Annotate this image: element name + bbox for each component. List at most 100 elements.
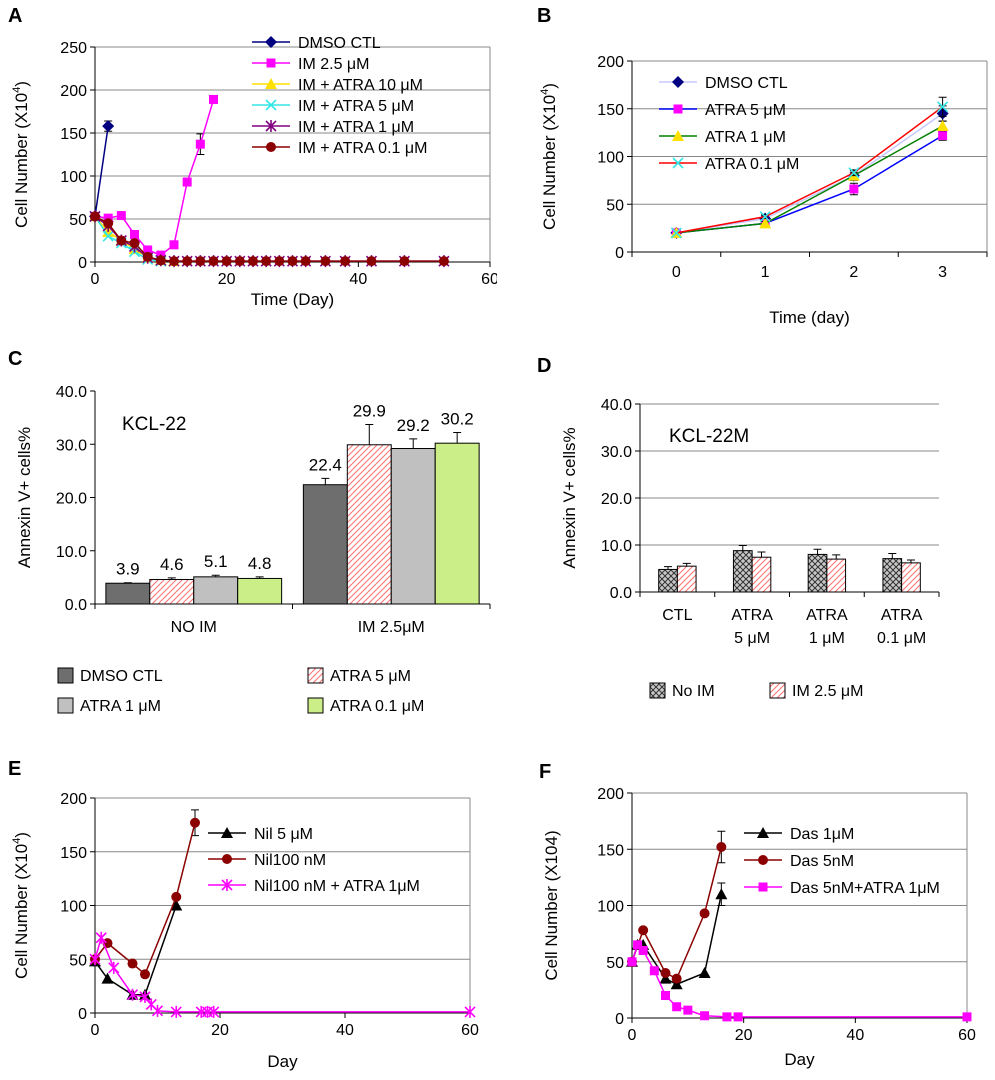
series-line bbox=[676, 125, 943, 234]
panel-label: D bbox=[537, 355, 551, 377]
data-point bbox=[700, 1011, 710, 1021]
x-tick-label: CTL bbox=[662, 607, 692, 624]
data-point bbox=[274, 256, 285, 267]
legend-label: IM + ATRA 10 μM bbox=[298, 77, 423, 94]
data-point bbox=[129, 238, 140, 249]
bar bbox=[302, 484, 348, 605]
data-point bbox=[320, 256, 331, 267]
legend-marker bbox=[265, 99, 277, 111]
x-tick-label: 2 bbox=[849, 264, 858, 281]
y-axis-label: Cell Number (X104) bbox=[11, 832, 31, 979]
series-line bbox=[676, 112, 944, 234]
data-label: 3.9 bbox=[116, 560, 140, 579]
bar bbox=[346, 444, 392, 605]
series-nil100-nm bbox=[90, 809, 200, 980]
legend-label: ATRA 5 μM bbox=[330, 668, 411, 685]
gridlines bbox=[632, 792, 967, 1019]
legend-marker bbox=[757, 827, 769, 838]
chart-d: D 0.0 10.0 20.0 30.0 40.0 KCL-22M Annexin V+ ce… bbox=[537, 355, 940, 700]
error-bar bbox=[211, 574, 220, 577]
error-bar bbox=[255, 576, 264, 579]
data-point bbox=[698, 967, 711, 978]
data-label: 29.9 bbox=[353, 402, 386, 421]
data-point bbox=[130, 229, 139, 239]
error-bar bbox=[365, 424, 374, 445]
y-tick-label: 10.0 bbox=[601, 538, 632, 555]
data-point bbox=[649, 966, 659, 976]
legend-label: Das 1μM bbox=[790, 826, 854, 843]
data-point bbox=[683, 1005, 693, 1015]
gridlines bbox=[95, 46, 490, 263]
data-point bbox=[208, 1005, 220, 1018]
y-tick-label: 0 bbox=[78, 255, 87, 272]
series-atra-1-m: 5.1 29.2 bbox=[193, 416, 436, 605]
data-label: 30.2 bbox=[441, 410, 474, 429]
bar bbox=[105, 582, 151, 605]
legend-swatch bbox=[769, 682, 786, 699]
legend-label: IM + ATRA 1 μM bbox=[298, 119, 414, 136]
bar bbox=[826, 558, 847, 593]
data-point bbox=[169, 256, 179, 267]
legend: DMSO CTL IM 2.5 μM IM + ATRA 10 μM IM + ATR… bbox=[252, 35, 427, 157]
data-point bbox=[182, 256, 193, 267]
legend-marker bbox=[266, 58, 276, 68]
x-tick-label: 40 bbox=[349, 271, 367, 288]
y-tick-label: 100 bbox=[60, 899, 87, 916]
data-point bbox=[759, 217, 772, 229]
data-point bbox=[672, 1002, 682, 1012]
bar bbox=[434, 442, 480, 605]
y-tick-label: 0 bbox=[615, 1011, 624, 1028]
legend-marker bbox=[221, 827, 233, 838]
data-point bbox=[936, 119, 949, 131]
error-bar bbox=[321, 477, 330, 485]
gridlines bbox=[632, 60, 987, 253]
series-im-atra-0-1-m bbox=[90, 211, 449, 267]
y-tick-label: 0 bbox=[615, 245, 624, 262]
chart-c: C 0.0 10.0 20.0 30.0 40.0 KCL-22 Annexin V+ cel… bbox=[8, 348, 491, 715]
bar bbox=[193, 576, 239, 605]
y-axis-label: Cell Number (X104) bbox=[539, 83, 559, 230]
x-tick-label: 1 μM bbox=[809, 630, 845, 647]
legend-marker bbox=[266, 142, 276, 152]
data-point bbox=[182, 177, 192, 187]
series-line bbox=[631, 943, 967, 1018]
y-tick-label: 100 bbox=[597, 899, 624, 916]
error-bar bbox=[906, 559, 915, 563]
error-bar bbox=[167, 577, 176, 580]
y-tick-label: 150 bbox=[60, 126, 87, 143]
x-tick-label: 20 bbox=[218, 271, 236, 288]
panel-e: E 0 50 100 150 200 0 20 40 60 Day Cell Number (X104… bbox=[0, 730, 497, 1080]
data-point bbox=[171, 891, 182, 902]
data-point bbox=[670, 227, 682, 239]
data-point bbox=[715, 888, 728, 900]
data-point bbox=[638, 925, 649, 936]
bar bbox=[237, 577, 283, 605]
bar bbox=[732, 550, 753, 593]
legend-marker bbox=[758, 855, 768, 865]
panel-label: E bbox=[8, 758, 21, 780]
data-point bbox=[89, 953, 101, 966]
legend-marker bbox=[221, 879, 233, 891]
data-point bbox=[699, 908, 710, 919]
legend-marker bbox=[265, 78, 277, 89]
legend-marker bbox=[672, 76, 684, 88]
bar bbox=[658, 568, 678, 593]
error-bar bbox=[832, 554, 841, 560]
legend: DMSO CTL ATRA 5 μM ATRA 1 μM ATRA 0.1 μM bbox=[57, 667, 424, 715]
error-bar bbox=[682, 562, 691, 567]
series-atra-5-m: 4.6 29.9 bbox=[149, 402, 392, 605]
data-point bbox=[627, 957, 637, 967]
y-tick-label: 20.0 bbox=[601, 491, 632, 508]
x-tick-label: IM 2.5μM bbox=[358, 619, 425, 636]
data-point bbox=[938, 130, 948, 140]
panel-b: B 0 50 100 150 200 0 1 2 3 Time (day) Cell Number (… bbox=[497, 0, 995, 330]
x-tick-label: 20 bbox=[735, 1027, 753, 1044]
error-bar bbox=[409, 438, 418, 449]
legend-marker bbox=[672, 130, 684, 141]
data-point bbox=[234, 256, 245, 267]
x-tick-label: 0 bbox=[672, 264, 681, 281]
y-tick-label: 100 bbox=[60, 169, 87, 186]
legend-label: IM + ATRA 5 μM bbox=[298, 98, 414, 115]
data-point bbox=[849, 184, 859, 194]
x-tick-label: 40 bbox=[846, 1027, 864, 1044]
